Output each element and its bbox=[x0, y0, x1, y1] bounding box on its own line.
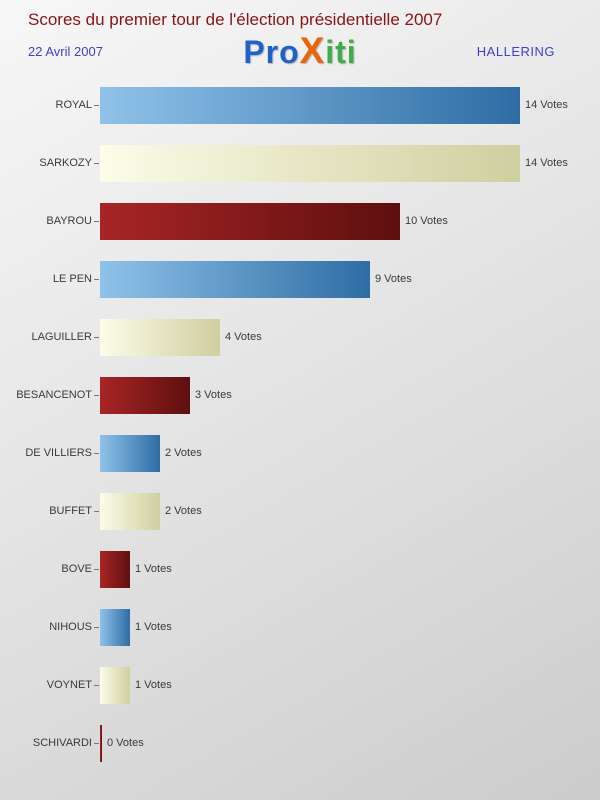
axis-tick bbox=[92, 743, 100, 744]
value-label: 10 Votes bbox=[405, 215, 448, 227]
value-label: 2 Votes bbox=[165, 505, 202, 517]
axis-tick bbox=[92, 279, 100, 280]
chart-row: BAYROU 10 Votes bbox=[0, 192, 600, 250]
bar bbox=[100, 724, 102, 762]
logo-letter: i bbox=[325, 34, 336, 70]
axis-tick bbox=[92, 569, 100, 570]
logo-letter: i bbox=[346, 34, 357, 70]
bar bbox=[100, 86, 520, 124]
value-label: 4 Votes bbox=[225, 331, 262, 343]
axis-tick bbox=[92, 163, 100, 164]
bar bbox=[100, 202, 400, 240]
axis-tick bbox=[92, 511, 100, 512]
bar bbox=[100, 434, 160, 472]
chart-row: BOVE 1 Votes bbox=[0, 540, 600, 598]
chart-row: SARKOZY 14 Votes bbox=[0, 134, 600, 192]
value-label: 2 Votes bbox=[165, 447, 202, 459]
axis-tick bbox=[92, 453, 100, 454]
chart-row: LAGUILLER 4 Votes bbox=[0, 308, 600, 366]
value-label: 3 Votes bbox=[195, 389, 232, 401]
value-label: 14 Votes bbox=[525, 99, 568, 111]
bar-chart: ROYAL 14 Votes SARKOZY 14 Votes BAYROU 10 Vot… bbox=[0, 76, 600, 772]
bar-area: 14 Votes bbox=[100, 144, 600, 182]
value-label: 9 Votes bbox=[375, 273, 412, 285]
chart-row: ROYAL 14 Votes bbox=[0, 76, 600, 134]
bar-area: 14 Votes bbox=[100, 86, 600, 124]
logo-letter: t bbox=[335, 34, 347, 70]
axis-tick bbox=[92, 627, 100, 628]
category-label: BESANCENOT bbox=[16, 389, 92, 401]
category-label: DE VILLIERS bbox=[25, 447, 92, 459]
bar bbox=[100, 492, 160, 530]
bar-area: 1 Votes bbox=[100, 666, 600, 704]
bar bbox=[100, 376, 190, 414]
axis-tick bbox=[92, 221, 100, 222]
bar bbox=[100, 144, 520, 182]
chart-row: BUFFET 2 Votes bbox=[0, 482, 600, 540]
chart-row: DE VILLIERS 2 Votes bbox=[0, 424, 600, 482]
bar bbox=[100, 318, 220, 356]
logo-letter: r bbox=[265, 34, 280, 70]
axis-tick bbox=[92, 685, 100, 686]
category-label: LAGUILLER bbox=[31, 331, 92, 343]
location-label: HALLERING bbox=[476, 44, 555, 59]
category-label: LE PEN bbox=[52, 273, 92, 285]
category-label: BAYROU bbox=[46, 215, 92, 227]
bar-area: 10 Votes bbox=[100, 202, 600, 240]
axis-tick bbox=[92, 105, 100, 106]
bar bbox=[100, 608, 130, 646]
chart-row: SCHIVARDI 0 Votes bbox=[0, 714, 600, 772]
value-label: 0 Votes bbox=[107, 737, 144, 749]
bar-area: 3 Votes bbox=[100, 376, 600, 414]
bar-area: 1 Votes bbox=[100, 550, 600, 588]
axis-tick bbox=[92, 395, 100, 396]
chart-row: NIHOUS 1 Votes bbox=[0, 598, 600, 656]
axis-tick bbox=[92, 337, 100, 338]
category-label: ROYAL bbox=[55, 99, 92, 111]
bar bbox=[100, 550, 130, 588]
chart-row: VOYNET 1 Votes bbox=[0, 656, 600, 714]
category-label: BOVE bbox=[61, 563, 92, 575]
value-label: 14 Votes bbox=[525, 157, 568, 169]
page-title: Scores du premier tour de l'élection pré… bbox=[28, 10, 443, 29]
bar-area: 0 Votes bbox=[100, 724, 600, 762]
logo-letter: o bbox=[279, 34, 300, 70]
category-label: SARKOZY bbox=[39, 157, 92, 169]
category-label: SCHIVARDI bbox=[32, 737, 92, 749]
value-label: 1 Votes bbox=[135, 679, 172, 691]
logo-letter: P bbox=[243, 34, 266, 70]
logo-letter: X bbox=[299, 30, 326, 71]
bar-area: 1 Votes bbox=[100, 608, 600, 646]
chart-row: BESANCENOT 3 Votes bbox=[0, 366, 600, 424]
bar-area: 4 Votes bbox=[100, 318, 600, 356]
bar bbox=[100, 666, 130, 704]
category-label: VOYNET bbox=[46, 679, 92, 691]
bar-area: 2 Votes bbox=[100, 492, 600, 530]
bar-area: 9 Votes bbox=[100, 260, 600, 298]
value-label: 1 Votes bbox=[135, 563, 172, 575]
bar bbox=[100, 260, 370, 298]
proxiti-logo: ProXiti bbox=[243, 30, 356, 72]
category-label: NIHOUS bbox=[49, 621, 92, 633]
value-label: 1 Votes bbox=[135, 621, 172, 633]
date-label: 22 Avril 2007 bbox=[28, 44, 103, 59]
category-label: BUFFET bbox=[49, 505, 92, 517]
chart-row: LE PEN 9 Votes bbox=[0, 250, 600, 308]
bar-area: 2 Votes bbox=[100, 434, 600, 472]
